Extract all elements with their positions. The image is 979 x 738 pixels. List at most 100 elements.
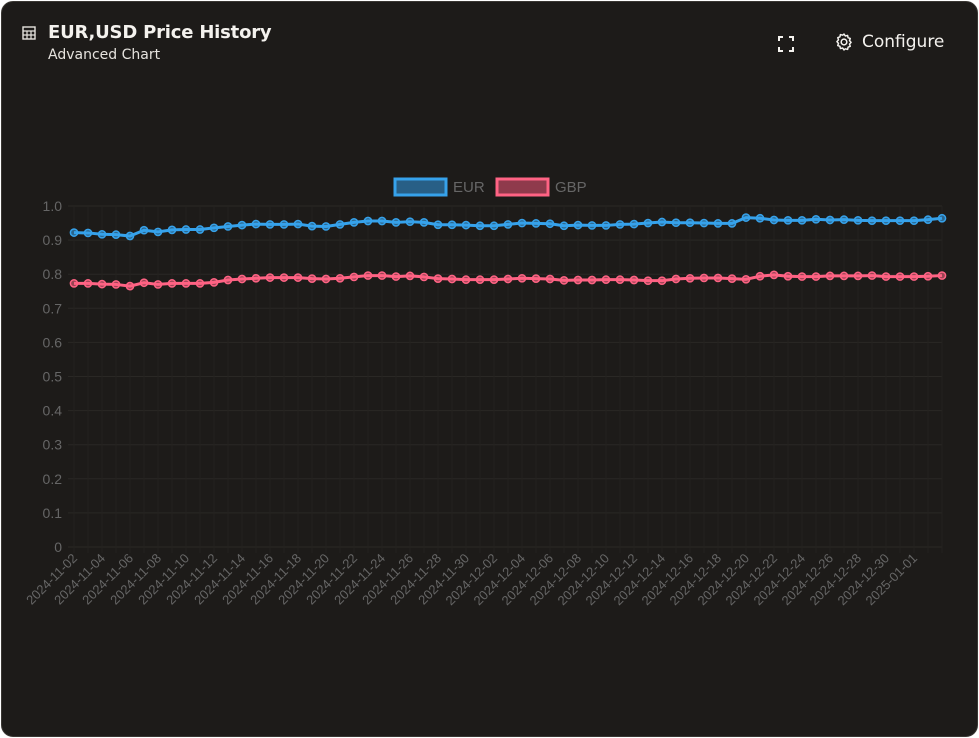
- data-point-gbp[interactable]: [335, 273, 345, 283]
- data-point-eur[interactable]: [363, 216, 373, 226]
- data-point-gbp[interactable]: [461, 275, 471, 285]
- data-point-gbp[interactable]: [237, 274, 247, 284]
- data-point-gbp[interactable]: [391, 272, 401, 281]
- data-point-eur[interactable]: [139, 225, 149, 235]
- data-point-eur[interactable]: [755, 213, 765, 223]
- data-point-eur[interactable]: [783, 215, 793, 225]
- data-point-eur[interactable]: [237, 220, 247, 230]
- data-point-gbp[interactable]: [503, 274, 513, 284]
- data-point-gbp[interactable]: [937, 271, 947, 280]
- data-point-gbp[interactable]: [83, 279, 93, 288]
- data-point-eur[interactable]: [279, 220, 289, 229]
- data-point-gbp[interactable]: [741, 274, 751, 284]
- data-point-eur[interactable]: [587, 221, 597, 230]
- data-point-gbp[interactable]: [489, 275, 499, 285]
- data-point-eur[interactable]: [853, 215, 863, 225]
- data-point-gbp[interactable]: [685, 273, 695, 283]
- data-point-gbp[interactable]: [629, 275, 639, 285]
- data-point-gbp[interactable]: [293, 273, 303, 282]
- data-point-gbp[interactable]: [867, 271, 877, 280]
- data-point-gbp[interactable]: [321, 274, 331, 284]
- data-point-eur[interactable]: [881, 216, 891, 226]
- data-point-eur[interactable]: [797, 215, 807, 225]
- data-point-gbp[interactable]: [69, 279, 79, 288]
- data-point-gbp[interactable]: [895, 272, 905, 281]
- data-point-gbp[interactable]: [811, 272, 821, 281]
- data-point-gbp[interactable]: [699, 273, 709, 283]
- data-point-eur[interactable]: [629, 219, 639, 229]
- data-point-gbp[interactable]: [601, 275, 611, 285]
- data-point-gbp[interactable]: [643, 276, 653, 286]
- legend-label-eur[interactable]: EUR: [453, 179, 485, 196]
- data-point-gbp[interactable]: [727, 274, 737, 283]
- data-point-eur[interactable]: [209, 223, 219, 233]
- data-point-eur[interactable]: [321, 222, 331, 231]
- data-point-gbp[interactable]: [587, 275, 597, 285]
- data-point-eur[interactable]: [531, 219, 541, 228]
- data-point-eur[interactable]: [83, 228, 93, 238]
- data-point-eur[interactable]: [293, 219, 303, 229]
- data-point-eur[interactable]: [573, 220, 583, 230]
- data-point-gbp[interactable]: [167, 279, 177, 288]
- data-point-eur[interactable]: [111, 230, 121, 239]
- data-point-gbp[interactable]: [853, 271, 863, 281]
- data-point-gbp[interactable]: [825, 271, 835, 281]
- data-point-gbp[interactable]: [923, 271, 933, 281]
- data-point-gbp[interactable]: [279, 273, 289, 282]
- data-point-eur[interactable]: [895, 216, 905, 226]
- data-point-gbp[interactable]: [559, 275, 569, 285]
- data-point-gbp[interactable]: [223, 275, 233, 285]
- data-point-eur[interactable]: [307, 221, 317, 231]
- data-point-gbp[interactable]: [307, 274, 317, 283]
- data-point-eur[interactable]: [69, 228, 79, 237]
- data-point-eur[interactable]: [517, 218, 527, 228]
- data-point-eur[interactable]: [167, 225, 177, 235]
- data-point-eur[interactable]: [671, 218, 681, 228]
- data-point-gbp[interactable]: [713, 273, 723, 283]
- data-point-eur[interactable]: [685, 218, 695, 228]
- data-point-gbp[interactable]: [475, 275, 485, 285]
- data-point-eur[interactable]: [125, 231, 135, 241]
- data-point-gbp[interactable]: [531, 274, 541, 283]
- data-point-eur[interactable]: [643, 218, 653, 228]
- data-point-eur[interactable]: [923, 215, 933, 224]
- data-point-eur[interactable]: [601, 221, 611, 230]
- data-point-eur[interactable]: [489, 221, 499, 231]
- data-point-eur[interactable]: [447, 220, 457, 230]
- data-point-eur[interactable]: [545, 219, 555, 229]
- data-point-gbp[interactable]: [377, 271, 387, 280]
- data-point-eur[interactable]: [181, 225, 191, 234]
- data-point-gbp[interactable]: [881, 272, 891, 281]
- data-point-gbp[interactable]: [111, 280, 121, 289]
- data-point-gbp[interactable]: [573, 275, 583, 285]
- data-point-gbp[interactable]: [517, 273, 527, 283]
- data-point-eur[interactable]: [265, 220, 275, 229]
- data-point-gbp[interactable]: [769, 270, 779, 280]
- data-point-gbp[interactable]: [447, 274, 457, 284]
- data-point-eur[interactable]: [615, 220, 625, 229]
- data-point-gbp[interactable]: [181, 279, 191, 288]
- data-point-gbp[interactable]: [195, 279, 205, 288]
- data-point-eur[interactable]: [195, 225, 205, 234]
- data-point-gbp[interactable]: [419, 272, 429, 282]
- data-point-gbp[interactable]: [209, 278, 219, 287]
- data-point-gbp[interactable]: [349, 272, 359, 282]
- data-point-eur[interactable]: [867, 216, 877, 226]
- data-point-gbp[interactable]: [615, 275, 625, 285]
- data-point-gbp[interactable]: [251, 273, 261, 283]
- data-point-eur[interactable]: [503, 220, 513, 229]
- data-point-eur[interactable]: [909, 216, 919, 226]
- data-point-gbp[interactable]: [657, 276, 667, 286]
- data-point-eur[interactable]: [377, 216, 387, 226]
- data-point-gbp[interactable]: [839, 271, 849, 281]
- data-point-gbp[interactable]: [405, 271, 415, 281]
- data-point-gbp[interactable]: [909, 272, 919, 281]
- data-point-eur[interactable]: [937, 213, 947, 223]
- data-point-eur[interactable]: [769, 215, 779, 225]
- data-point-gbp[interactable]: [783, 271, 793, 281]
- data-point-gbp[interactable]: [797, 272, 807, 281]
- data-point-eur[interactable]: [153, 227, 163, 237]
- data-point-eur[interactable]: [657, 217, 667, 227]
- data-point-eur[interactable]: [349, 218, 359, 227]
- data-point-eur[interactable]: [433, 220, 443, 230]
